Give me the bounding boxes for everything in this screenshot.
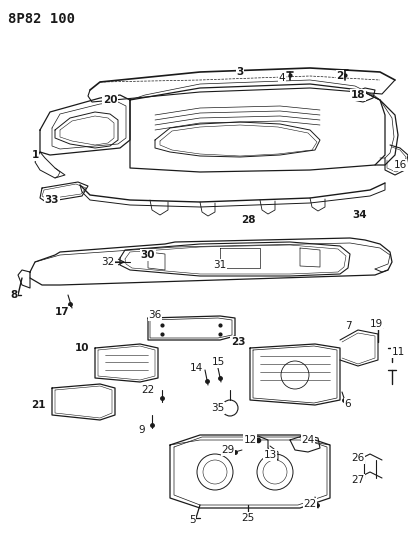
- Text: 35: 35: [211, 403, 225, 413]
- Text: 21: 21: [31, 400, 45, 410]
- Text: 14: 14: [189, 363, 203, 373]
- Text: 7: 7: [345, 321, 351, 331]
- Text: 33: 33: [45, 195, 59, 205]
- Text: 27: 27: [351, 475, 365, 485]
- Text: 16: 16: [393, 160, 407, 170]
- Text: 29: 29: [222, 445, 235, 455]
- Text: 31: 31: [213, 260, 226, 270]
- Text: 15: 15: [211, 357, 225, 367]
- Text: 28: 28: [241, 215, 255, 225]
- Text: 2: 2: [336, 71, 344, 81]
- Text: 22: 22: [304, 499, 317, 509]
- Text: 1: 1: [31, 150, 39, 160]
- Text: 36: 36: [149, 310, 162, 320]
- Text: 6: 6: [345, 399, 351, 409]
- Text: 4: 4: [279, 73, 285, 83]
- Text: 22: 22: [142, 385, 155, 395]
- Text: 19: 19: [369, 319, 383, 329]
- Text: 20: 20: [103, 95, 117, 105]
- Text: 8: 8: [10, 290, 18, 300]
- Text: 3: 3: [236, 67, 244, 77]
- Text: 8P82 100: 8P82 100: [8, 12, 75, 26]
- Text: 34: 34: [353, 210, 367, 220]
- Text: 10: 10: [75, 343, 89, 353]
- Text: 26: 26: [351, 453, 365, 463]
- Text: 18: 18: [351, 90, 365, 100]
- Text: 32: 32: [101, 257, 115, 267]
- Text: 30: 30: [141, 250, 155, 260]
- Text: 17: 17: [55, 307, 69, 317]
- Text: 9: 9: [139, 425, 145, 435]
- Text: 13: 13: [264, 450, 277, 460]
- Text: 24: 24: [302, 435, 315, 445]
- Text: 5: 5: [188, 515, 195, 525]
- Text: 25: 25: [242, 513, 255, 523]
- Text: 12: 12: [244, 435, 257, 445]
- Text: 23: 23: [231, 337, 245, 347]
- Text: 11: 11: [391, 347, 405, 357]
